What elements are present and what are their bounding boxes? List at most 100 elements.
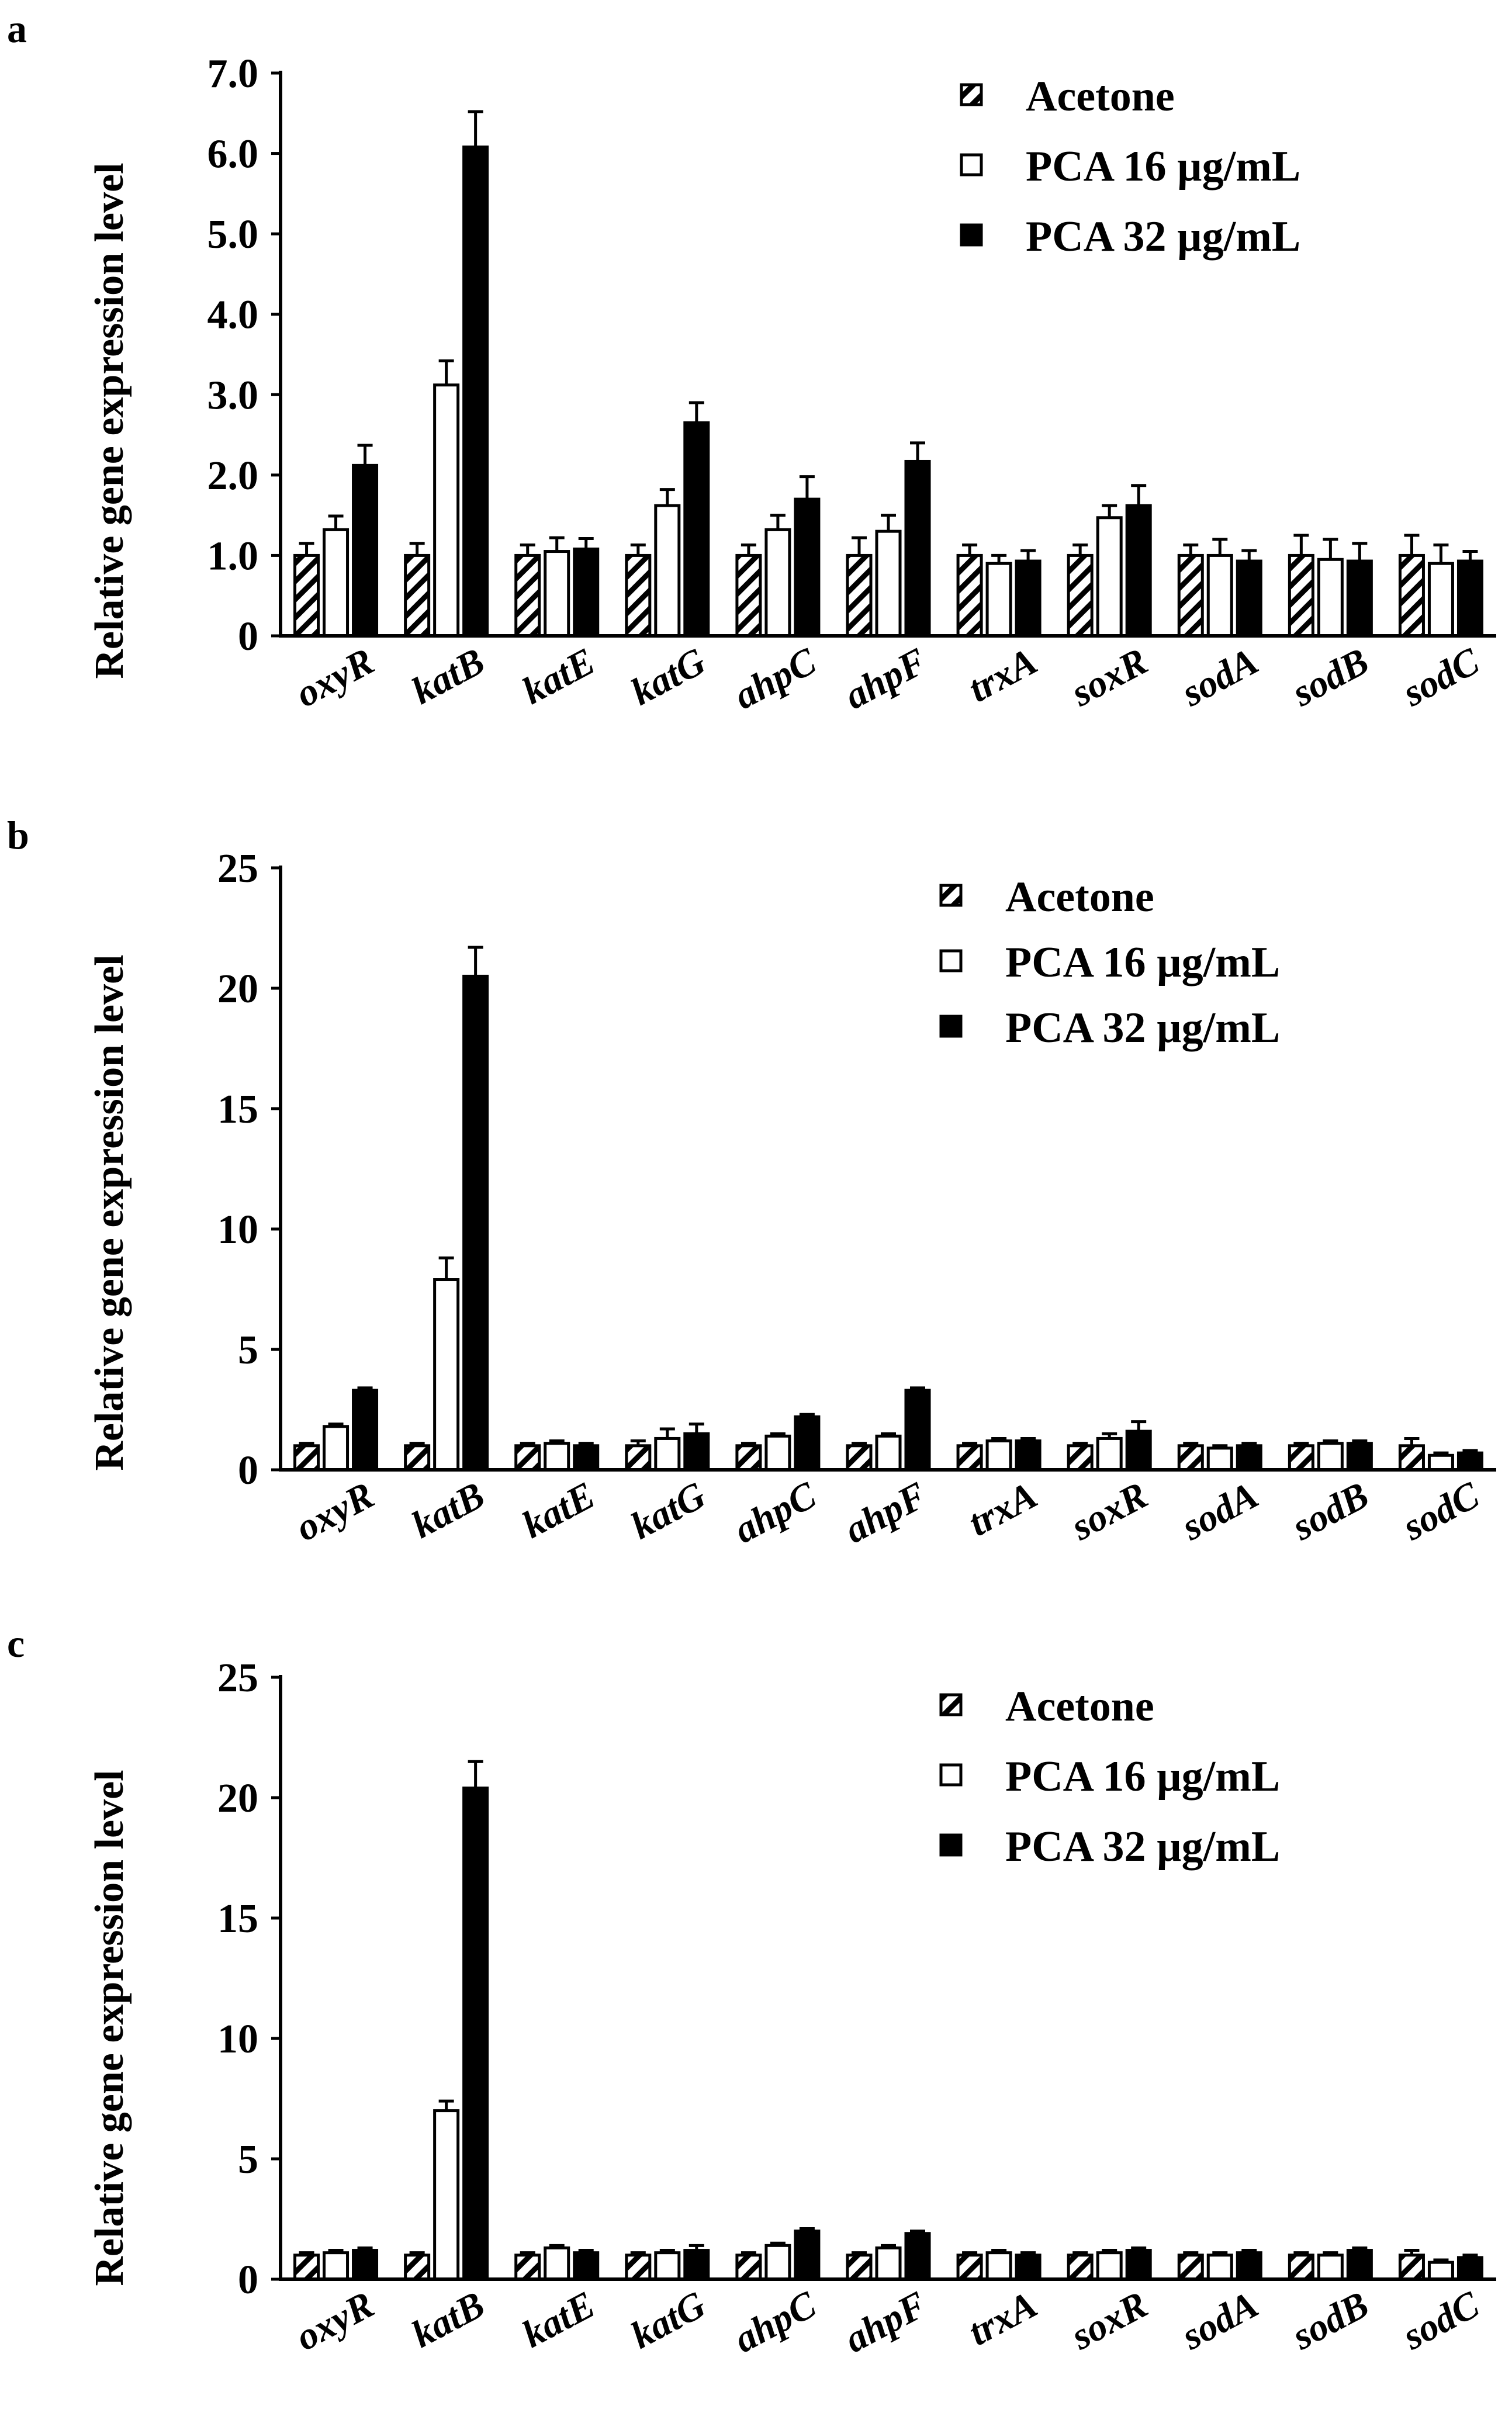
bar — [462, 1787, 489, 2281]
bar — [1015, 559, 1042, 638]
bar — [1236, 1444, 1262, 1472]
bar — [764, 1434, 791, 1472]
legend-item-acetone: Acetone — [960, 72, 1175, 120]
y-tick-label: 4.0 — [207, 293, 259, 338]
x-tick-labels: oxyR katB katE katG ahpC ahpF trxA soxR sodA sodB… — [289, 1473, 1486, 1552]
bar — [1398, 553, 1425, 638]
legend-item-acetone: Acetone — [939, 1683, 1154, 1730]
x-tick-label: ahpF — [838, 2283, 933, 2361]
legend-label: PCA 32 µg/mL — [1005, 1004, 1280, 1052]
bar — [846, 2254, 873, 2281]
axes — [271, 866, 1496, 1472]
bar-marks — [293, 946, 1483, 1472]
bar — [573, 2251, 600, 2281]
x-tick-label: ahpC — [727, 1473, 824, 1552]
bar — [985, 2251, 1012, 2281]
bar — [1096, 516, 1123, 638]
x-tick-label: sodA — [1174, 1474, 1265, 1549]
x-tick-label: ahpC — [727, 2283, 824, 2361]
bar — [1427, 562, 1454, 638]
x-tick-label: katB — [405, 640, 492, 713]
bar — [1288, 553, 1314, 638]
x-tick-label: katB — [405, 2283, 492, 2356]
legend-swatch-hatched — [939, 1693, 963, 1716]
x-tick-label: soxR — [1064, 2283, 1154, 2359]
panel-letter: c — [7, 1621, 25, 1666]
bar — [1317, 1442, 1344, 1472]
bar — [1317, 2254, 1344, 2281]
x-tick-label: sodC — [1396, 2283, 1487, 2358]
x-tick-label: katG — [624, 1474, 712, 1548]
x-tick-label: katG — [624, 640, 712, 714]
bar — [352, 463, 379, 638]
legend-swatch-solid — [960, 223, 983, 247]
bar — [794, 1415, 821, 1472]
bar — [956, 2254, 983, 2281]
y-tick-label: 1.0 — [207, 534, 259, 579]
bar — [323, 2251, 350, 2281]
bar — [352, 1389, 379, 1472]
bar — [1456, 2256, 1483, 2281]
bar — [625, 2254, 652, 2281]
bar — [904, 1389, 931, 1472]
bar — [904, 2232, 931, 2281]
y-tick-labels: 0 5 10 15 20 25 — [217, 1656, 258, 2303]
legend-label: Acetone — [1026, 72, 1175, 120]
legend-label: PCA 16 µg/mL — [1026, 143, 1300, 191]
x-tick-label: sodB — [1285, 1474, 1375, 1549]
bar — [293, 553, 320, 638]
bar — [625, 553, 652, 638]
bar — [462, 974, 489, 1472]
x-tick-label: oxyR — [289, 1474, 380, 1550]
x-tick-label: soxR — [1064, 1474, 1154, 1549]
axes — [271, 1675, 1496, 2281]
y-tick-label: 20 — [217, 967, 258, 1012]
legend-swatch-open — [960, 153, 983, 176]
y-axis-label: Relative gene expression level — [87, 162, 132, 679]
bar — [1427, 1453, 1454, 1472]
x-tick-label: oxyR — [289, 640, 380, 716]
bar — [683, 2249, 710, 2281]
bar — [764, 2244, 791, 2281]
y-tick-label: 25 — [217, 1656, 258, 1701]
legend: Acetone PCA 16 µg/mL PCA 32 µg/mL — [939, 873, 1280, 1052]
x-tick-label: trxA — [961, 640, 1044, 711]
bar — [404, 2254, 431, 2281]
bar — [1125, 1429, 1152, 1472]
bar — [293, 1444, 320, 1472]
bar — [1236, 559, 1262, 638]
bar-marks — [293, 110, 1483, 638]
x-tick-label: katE — [515, 1474, 602, 1547]
legend-item-pca16: PCA 16 µg/mL — [939, 939, 1280, 986]
x-tick-label: sodB — [1285, 2283, 1375, 2359]
bar — [985, 1439, 1012, 1472]
bar — [1427, 2261, 1454, 2281]
y-tick-labels: 0 5 10 15 20 25 — [217, 846, 258, 1493]
panel-letter: a — [7, 6, 27, 51]
y-tick-label: 5.0 — [207, 212, 259, 257]
bar — [433, 1278, 460, 1472]
bar — [1125, 2249, 1152, 2281]
legend-swatch-solid — [939, 1015, 963, 1038]
legend-label: PCA 32 µg/mL — [1005, 1823, 1280, 1871]
bar — [735, 2254, 762, 2281]
legend-label: PCA 16 µg/mL — [1005, 939, 1280, 986]
bar — [956, 1444, 983, 1472]
bar — [904, 459, 931, 638]
bar — [956, 553, 983, 638]
bar — [352, 2249, 379, 2281]
legend-label: Acetone — [1005, 873, 1154, 921]
bar — [735, 1444, 762, 1472]
x-tick-label: trxA — [961, 1474, 1044, 1545]
bar — [1288, 1444, 1314, 1472]
y-tick-label: 20 — [217, 1776, 258, 1821]
y-tick-label: 10 — [217, 1207, 258, 1252]
y-tick-label: 25 — [217, 846, 258, 891]
bar — [573, 1444, 600, 1472]
x-tick-labels: oxyR katB katE katG ahpC ahpF trxA soxR sodA sodB… — [289, 639, 1486, 718]
y-tick-label: 0 — [238, 614, 258, 659]
bar — [1096, 1436, 1123, 1472]
bar — [875, 529, 902, 638]
bar — [1015, 2254, 1042, 2281]
axes — [271, 71, 1496, 638]
